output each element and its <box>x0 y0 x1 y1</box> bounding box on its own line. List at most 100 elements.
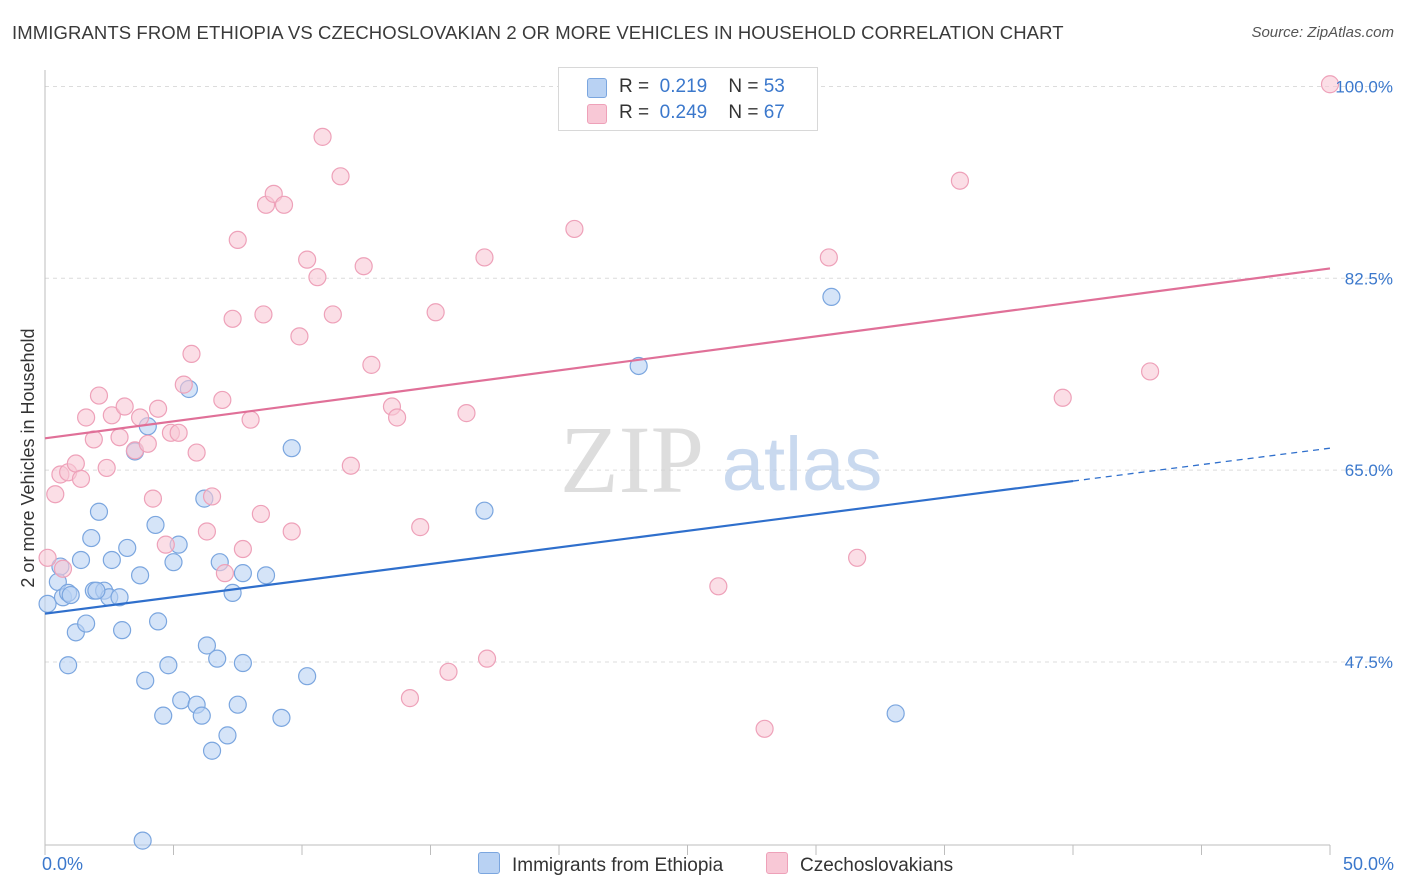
czech-point <box>457 404 476 423</box>
ethiopia-point <box>218 726 237 745</box>
czech-point <box>148 399 168 418</box>
series-legend-ethiopia: Immigrants from Ethiopia <box>478 852 723 877</box>
czech-point <box>1053 388 1072 407</box>
czech-point <box>411 518 430 537</box>
x-tick-label: 0.0% <box>42 854 83 874</box>
czech-point <box>755 719 774 738</box>
chart-title: IMMIGRANTS FROM ETHIOPIA VS CZECHOSLOVAK… <box>12 22 1064 43</box>
czech-point <box>1320 75 1340 94</box>
czech-point <box>130 408 150 427</box>
czech-point <box>354 257 373 276</box>
czech-point <box>233 539 252 559</box>
ethiopia-point <box>148 612 168 631</box>
ethiopia-point <box>82 528 101 548</box>
watermark: ZIP atlas <box>560 406 882 513</box>
czech-point <box>848 548 867 567</box>
axes <box>44 70 1331 855</box>
czech-point <box>477 649 497 668</box>
czech-point <box>46 485 65 504</box>
legend-n-label: N = <box>728 76 759 97</box>
czech-point <box>565 219 584 239</box>
czech-point <box>187 443 206 462</box>
czech-point <box>77 408 96 427</box>
czech-point <box>138 434 157 453</box>
y-tick-label: 47.5% <box>1345 653 1393 672</box>
ethiopia-point <box>822 287 841 307</box>
czech-trend-line <box>44 267 1331 440</box>
czech-point <box>115 397 134 416</box>
y-tick-label: 65.0% <box>1345 461 1393 480</box>
legend-r-label: R = <box>619 76 650 97</box>
czech-point <box>475 248 494 267</box>
ethiopia-point <box>202 741 222 760</box>
czech-point <box>110 428 129 447</box>
series-swatch-ethiopia <box>478 852 500 874</box>
czech-point <box>819 248 838 267</box>
czech-point <box>174 375 193 394</box>
correlation-legend: R = 0.219 N = 53 R = 0.249 N = 67 <box>558 67 818 131</box>
ethiopia-point <box>475 501 494 520</box>
czech-point <box>197 522 217 541</box>
series-swatch-czech <box>766 852 788 874</box>
legend-n-label: N = <box>728 102 759 123</box>
ethiopia-point <box>136 671 155 690</box>
czech-point <box>387 408 407 427</box>
czech-point <box>228 230 247 250</box>
ethiopia-point <box>118 538 137 558</box>
ethiopia-point <box>192 706 211 725</box>
czech-point <box>182 344 201 364</box>
czech-point <box>97 458 116 478</box>
ethiopia-point <box>59 656 78 675</box>
czech-point <box>213 390 232 410</box>
czech-point <box>950 171 970 190</box>
legend-r-value-ethiopia: 0.219 <box>659 76 708 97</box>
ethiopia-point <box>298 667 317 686</box>
czech-point <box>341 456 360 475</box>
czech-point <box>251 504 270 524</box>
ethiopia-point <box>197 636 217 655</box>
data-points <box>38 75 1340 850</box>
legend-r-value-czech: 0.249 <box>659 102 708 123</box>
czech-point <box>223 309 242 328</box>
ethiopia-point <box>164 553 183 572</box>
y-tick-label: 100.0% <box>1335 77 1393 96</box>
czech-point <box>400 689 420 708</box>
ethiopia-point <box>102 550 121 570</box>
ethiopia-point <box>886 704 905 723</box>
czech-point <box>331 167 350 186</box>
czech-point <box>102 406 121 425</box>
czech-point <box>1140 362 1160 381</box>
czech-point <box>274 195 294 214</box>
ethiopia-point <box>256 566 276 585</box>
ethiopia-point <box>172 691 191 710</box>
legend-swatch-czech <box>587 104 607 124</box>
czech-point <box>298 250 317 269</box>
tick-labels: 47.5% 65.0% 82.5% 100.0% 0.0% 50.0% <box>42 77 1394 874</box>
ethiopia-point <box>87 581 106 600</box>
czech-point <box>254 305 273 324</box>
ethiopia-point <box>223 583 242 602</box>
czech-point <box>426 303 445 322</box>
ethiopia-point <box>208 649 227 668</box>
czech-point <box>323 305 342 324</box>
czech-point <box>308 268 327 287</box>
ethiopia-point <box>112 621 132 640</box>
series-name-ethiopia: Immigrants from Ethiopia <box>512 855 724 876</box>
legend-r-label: R = <box>619 102 650 123</box>
ethiopia-point <box>629 356 648 376</box>
czech-point <box>66 454 85 473</box>
czech-point <box>290 327 309 346</box>
ethiopia-point <box>89 502 109 521</box>
ethiopia-point <box>110 588 129 607</box>
ethiopia-point <box>272 708 291 727</box>
legend-n-value-ethiopia: 53 <box>763 76 785 97</box>
y-axis-label: 2 or more Vehicles in Household <box>18 328 38 587</box>
ethiopia-point <box>61 585 80 605</box>
ethiopia-point <box>228 695 247 714</box>
czech-point <box>38 548 57 567</box>
czech-point <box>313 127 332 146</box>
czech-point <box>89 386 109 405</box>
x-tick-label: 50.0% <box>1343 854 1394 874</box>
ethiopia-point <box>159 656 178 675</box>
